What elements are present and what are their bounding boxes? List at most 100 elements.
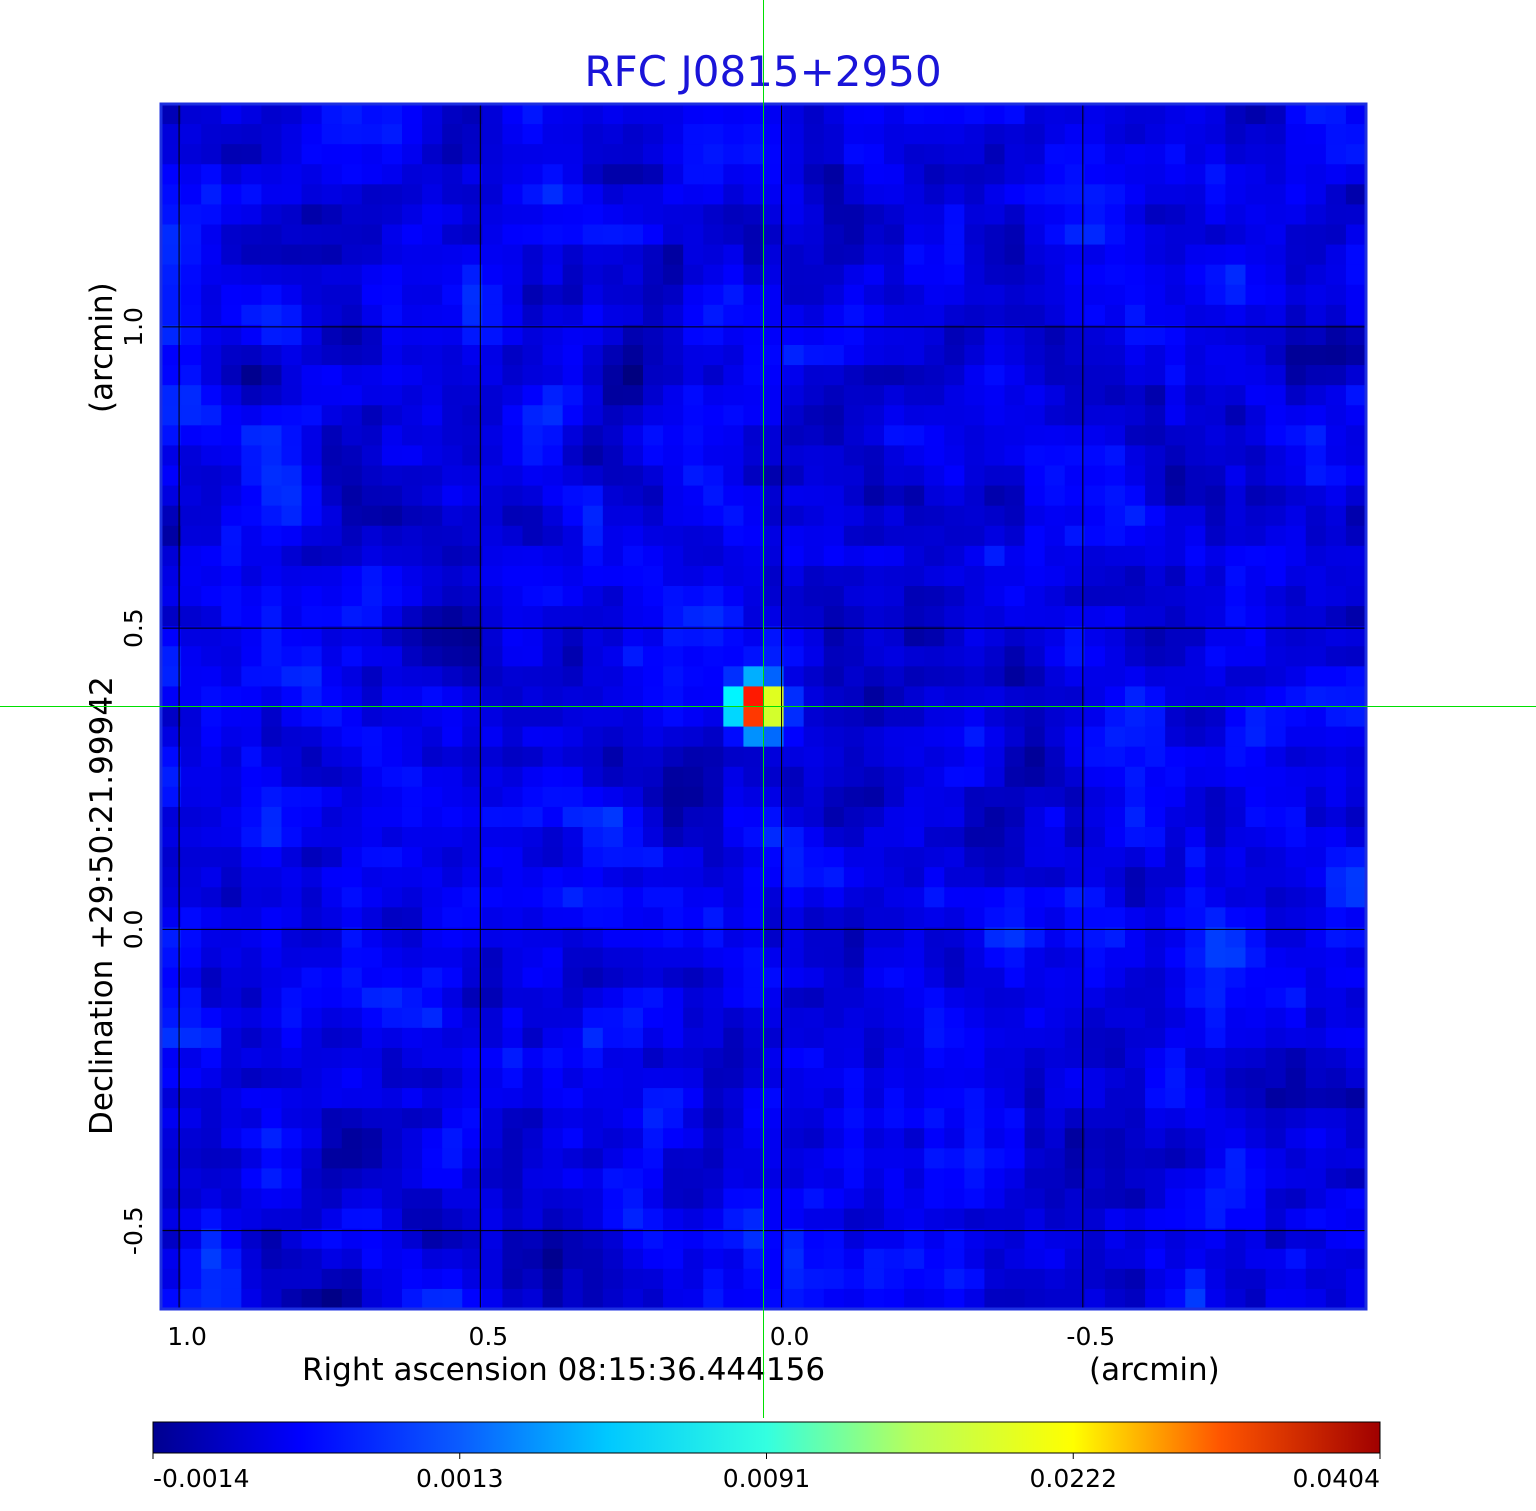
map-pixel xyxy=(241,164,263,185)
map-pixel xyxy=(241,324,263,346)
map-pixel xyxy=(602,806,624,828)
map-pixel xyxy=(261,586,283,607)
map-pixel xyxy=(522,1208,544,1230)
map-pixel xyxy=(1305,907,1327,929)
map-pixel xyxy=(643,606,664,627)
map-pixel xyxy=(1104,666,1126,688)
map-pixel xyxy=(1145,284,1166,306)
map-pixel xyxy=(462,847,483,868)
map-pixel xyxy=(1285,565,1307,587)
map-pixel xyxy=(502,224,524,246)
map-pixel xyxy=(462,304,483,326)
map-pixel xyxy=(1305,104,1327,125)
map-pixel xyxy=(1024,1208,1046,1230)
map-pixel xyxy=(1265,706,1287,728)
map-pixel xyxy=(622,184,644,206)
map-pixel xyxy=(843,847,865,868)
map-pixel xyxy=(1265,124,1287,145)
map-pixel xyxy=(1265,244,1287,266)
map-pixel xyxy=(1265,324,1287,346)
map-pixel xyxy=(161,626,182,647)
map-pixel xyxy=(984,626,1006,647)
map-pixel xyxy=(1145,184,1166,206)
map-pixel xyxy=(241,1168,263,1190)
map-pixel xyxy=(643,1188,664,1210)
map-pixel xyxy=(863,586,885,607)
map-pixel xyxy=(1185,465,1206,487)
map-pixel xyxy=(643,766,664,788)
map-pixel xyxy=(1345,1068,1367,1089)
map-pixel xyxy=(703,365,724,386)
map-pixel xyxy=(1044,766,1066,788)
map-pixel xyxy=(683,1088,704,1109)
map-pixel xyxy=(622,164,644,185)
map-pixel xyxy=(683,907,704,929)
map-pixel xyxy=(201,1208,222,1230)
map-pixel xyxy=(803,646,825,667)
map-pixel xyxy=(823,465,845,487)
map-pixel xyxy=(1265,987,1287,1009)
map-pixel xyxy=(904,304,925,326)
map-pixel xyxy=(542,485,564,507)
map-pixel xyxy=(1084,606,1106,627)
map-pixel xyxy=(723,425,745,447)
map-pixel xyxy=(281,264,303,286)
map-pixel xyxy=(1205,385,1227,406)
map-pixel xyxy=(904,746,925,768)
map-pixel xyxy=(884,827,905,848)
map-pixel xyxy=(522,827,544,848)
map-pixel xyxy=(1024,204,1046,226)
map-pixel xyxy=(924,967,945,989)
map-pixel xyxy=(422,1228,443,1250)
map-pixel xyxy=(1024,1027,1046,1049)
map-pixel xyxy=(161,586,182,607)
map-pixel xyxy=(1104,304,1126,326)
map-pixel xyxy=(502,1288,524,1310)
map-pixel xyxy=(944,786,965,808)
map-pixel xyxy=(482,1007,504,1029)
map-pixel xyxy=(502,907,524,929)
map-pixel xyxy=(1004,1068,1026,1089)
map-pixel xyxy=(743,967,765,989)
map-pixel xyxy=(1325,1007,1347,1029)
map-pixel xyxy=(241,465,263,487)
map-pixel xyxy=(863,445,885,467)
map-pixel xyxy=(924,164,945,185)
map-pixel xyxy=(904,485,925,507)
map-pixel xyxy=(482,987,504,1009)
map-pixel xyxy=(221,164,242,185)
map-pixel xyxy=(462,505,483,527)
map-pixel xyxy=(723,304,745,326)
map-pixel xyxy=(1285,1268,1307,1290)
map-pixel xyxy=(863,606,885,627)
map-pixel xyxy=(482,1168,504,1190)
map-pixel xyxy=(341,164,363,185)
map-pixel xyxy=(502,1108,524,1129)
map-pixel xyxy=(783,1208,805,1230)
map-pixel xyxy=(703,987,724,1009)
map-pixel xyxy=(884,806,905,828)
map-pixel xyxy=(763,385,785,406)
map-pixel xyxy=(502,1168,524,1190)
map-pixel xyxy=(763,525,785,547)
map-pixel xyxy=(402,987,423,1009)
map-pixel xyxy=(602,204,624,226)
map-pixel xyxy=(703,1228,724,1250)
map-pixel xyxy=(361,907,383,929)
map-pixel xyxy=(301,405,323,426)
map-pixel xyxy=(161,867,182,888)
map-pixel xyxy=(1165,907,1186,929)
map-pixel xyxy=(301,626,323,647)
map-pixel xyxy=(1225,224,1247,246)
map-pixel xyxy=(1104,1047,1126,1069)
map-pixel xyxy=(1205,867,1227,888)
map-pixel xyxy=(622,847,644,868)
map-pixel xyxy=(1044,726,1066,748)
map-pixel xyxy=(803,827,825,848)
map-pixel xyxy=(442,1268,463,1290)
map-pixel xyxy=(1205,365,1227,386)
map-pixel xyxy=(462,545,483,567)
map-pixel xyxy=(502,264,524,286)
map-pixel xyxy=(1004,746,1026,768)
map-pixel xyxy=(843,967,865,989)
